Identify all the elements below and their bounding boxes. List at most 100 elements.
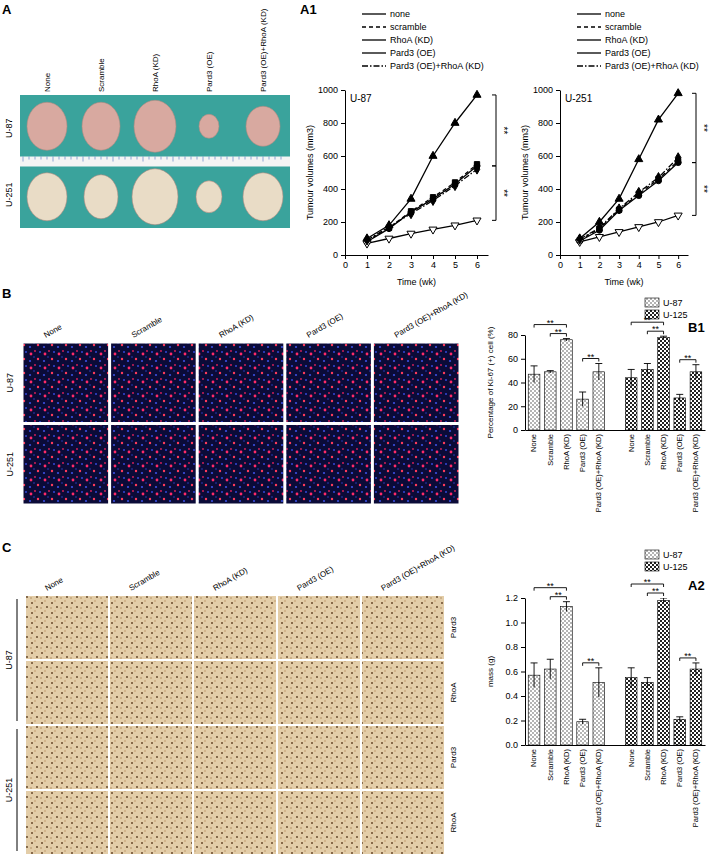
marker — [474, 164, 480, 174]
tick-label: 40 — [508, 378, 518, 388]
ruler-tick — [209, 157, 210, 160]
tumour — [196, 181, 222, 213]
row-label: U-251 — [5, 452, 15, 477]
ruler-tick — [41, 157, 42, 160]
tumour — [27, 102, 67, 150]
y-axis-title: Percentage of Ki-67 (+) cell (%) — [486, 326, 495, 438]
tick-label: 600 — [538, 151, 553, 161]
row-label: U-87 — [4, 118, 14, 138]
tick-label: None — [529, 749, 538, 767]
significance-label: ** — [684, 353, 692, 363]
ruler-tick — [53, 157, 54, 162]
axis-line — [526, 745, 706, 746]
ruler-tick — [83, 157, 84, 162]
tick-label: 0 — [343, 260, 348, 270]
tick: RhoA (KD) — [562, 430, 571, 470]
tick-mark — [521, 623, 525, 624]
marker — [654, 220, 662, 227]
column-label: RhoA (KD) — [218, 313, 256, 340]
tick-label: Scramble — [643, 434, 652, 466]
tick-label: Pard3 (OE)+RhoA (KD) — [691, 749, 700, 828]
stain-label: RhoA — [449, 812, 458, 833]
marker — [636, 187, 642, 197]
significance-bracket — [692, 93, 696, 162]
bar-chart: 020406080NoneScrambleRhoA (KD)Pard3 (OE)… — [486, 298, 706, 512]
panel-label: C — [2, 540, 12, 555]
ihc-image — [278, 661, 360, 724]
tick-label: None — [627, 434, 636, 452]
tick: 0 — [548, 250, 560, 260]
tick-label: RhoA (KD) — [562, 749, 571, 785]
column-label: None — [44, 575, 66, 593]
column-label: Pard3 (OE) — [305, 312, 345, 340]
tick-label: 200 — [323, 217, 338, 227]
ihc-image — [110, 791, 192, 854]
significance-label: ** — [498, 127, 509, 135]
tick: Pard3 (OE)+RhoA (KD) — [691, 430, 700, 512]
tick: 60 — [508, 354, 525, 364]
tick-label: 800 — [323, 118, 338, 128]
legend-label: U-125 — [663, 562, 688, 572]
significance-label: ** — [547, 318, 555, 328]
row-label: U-251 — [4, 182, 14, 207]
tick-label: 3 — [617, 260, 622, 270]
error-bar — [692, 365, 699, 379]
series-line — [580, 158, 678, 240]
tick-label: 800 — [538, 118, 553, 128]
tick-label: 1 — [365, 260, 370, 270]
column-label: Pard3 (OE)+RhoA (KD) — [259, 8, 268, 92]
ruler-tick — [221, 157, 222, 160]
bar — [674, 398, 686, 430]
column-label: None — [43, 72, 52, 92]
marker — [364, 235, 370, 245]
tick-label: Pard3 (OE)+RhoA (KD) — [594, 434, 603, 513]
tick-mark — [678, 255, 679, 259]
tick: 40 — [508, 378, 525, 388]
ruler-tick — [59, 157, 60, 160]
figure-container: AA1BB1CA2U-87U-251NoneScrambleRhoA (KD)P… — [0, 0, 709, 859]
ihc-image — [194, 791, 276, 854]
legend-label: RhoA (KD) — [605, 35, 648, 45]
tick-label: 0.8 — [505, 642, 518, 652]
tick: None — [627, 430, 636, 452]
legend-label: U-87 — [663, 298, 683, 308]
tick: 6 — [475, 255, 480, 270]
tick: 400 — [323, 184, 345, 194]
tick-label: Pard3 (OE) — [675, 749, 684, 787]
tick-mark — [619, 255, 620, 259]
legend: nonescrambleRhoA (KD)Pard3 (OE)Pard3 (OE… — [362, 9, 484, 71]
legend-line — [362, 39, 386, 40]
tick: 0.6 — [505, 667, 525, 677]
tick-mark — [341, 156, 345, 157]
tick: 1 — [365, 255, 370, 270]
error-bar — [531, 663, 538, 688]
legend-label: U-87 — [663, 550, 683, 560]
tick-label: 6 — [676, 260, 681, 270]
tick-label: 400 — [323, 184, 338, 194]
legend: nonescrambleRhoA (KD)Pard3 (OE)Pard3 (OE… — [577, 9, 699, 71]
tick-label: None — [627, 749, 636, 767]
axis-line — [560, 91, 561, 256]
tick: Pard3 (OE) — [578, 745, 587, 787]
bar — [593, 372, 605, 430]
significance-label: ** — [644, 577, 652, 587]
bar — [561, 607, 573, 745]
tick: None — [529, 745, 538, 767]
error-bar — [660, 336, 667, 338]
tick-label: Pard3 (OE) — [578, 434, 587, 472]
series-line — [367, 169, 477, 240]
bar — [544, 372, 556, 430]
bar — [642, 369, 654, 430]
marker — [407, 231, 415, 238]
marker — [635, 225, 643, 232]
tick: None — [529, 430, 538, 452]
ruler-tick — [137, 157, 138, 160]
tick-label: 5 — [453, 260, 458, 270]
ihc-image — [362, 596, 444, 659]
marker — [473, 90, 481, 97]
significance-label: ** — [587, 352, 595, 362]
significance-label: ** — [698, 124, 709, 132]
ihc-image — [278, 791, 360, 854]
ihc-image — [194, 726, 276, 789]
column-label: None — [42, 322, 64, 340]
